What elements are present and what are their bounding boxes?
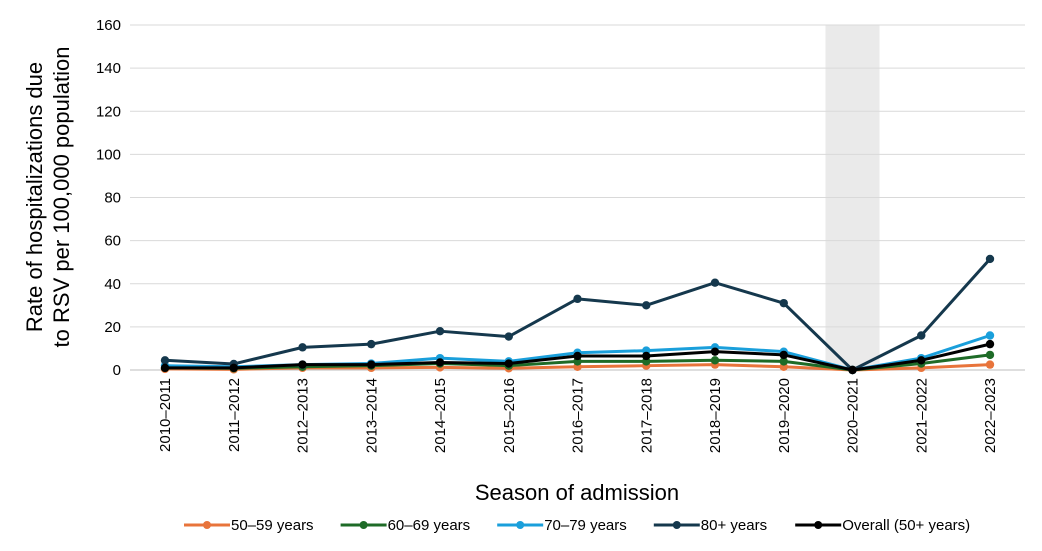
- data-point-80+ years-2021–2022: [917, 331, 926, 340]
- x-tick-label-2021–2022: 2021–2022: [913, 378, 930, 453]
- data-point-Overall (50+ years)-2020–2021: [848, 365, 857, 375]
- legend-label: 60–69 years: [388, 517, 471, 534]
- data-point-Overall (50+ years)-2021–2022: [917, 356, 926, 365]
- x-tick-label-2016–2017: 2016–2017: [570, 378, 587, 453]
- data-point-80+ years-2012–2013: [298, 343, 307, 352]
- data-point-60–69 years-2019–2020: [779, 357, 788, 366]
- y-tick-label-160: 160: [96, 17, 121, 34]
- y-tick-label-60: 60: [104, 233, 121, 250]
- legend-label: Overall (50+ years): [842, 517, 970, 534]
- x-tick-label-2011–2012: 2011–2012: [226, 378, 243, 452]
- data-point-80+ years-2019–2020: [779, 298, 788, 308]
- data-point-Overall (50+ years)-2015–2016: [504, 359, 513, 368]
- data-point-Overall (50+ years)-2016–2017: [573, 351, 582, 361]
- x-tick-label-2010–2011: 2010–2011: [157, 378, 174, 452]
- data-point-Overall (50+ years)-2012–2013: [298, 360, 307, 369]
- x-tick-label-2020–2021: 2020–2021: [845, 378, 862, 453]
- y-tick-label-100: 100: [96, 146, 121, 163]
- data-point-Overall (50+ years)-2014–2015: [435, 358, 445, 367]
- legend-swatch-marker: [814, 521, 823, 529]
- data-point-Overall (50+ years)-2022–2023: [985, 339, 995, 349]
- data-point-50–59 years-2022–2023: [985, 360, 995, 369]
- y-axis-ticks: 0 20 40 60 80 100 120 140 160: [96, 17, 121, 379]
- y-tick-label-80: 80: [104, 190, 121, 207]
- x-tick-label-2014–2015: 2014–2015: [432, 378, 449, 453]
- x-axis-title: Season of admission: [475, 480, 679, 505]
- data-point-70–79 years-2022–2023: [985, 331, 995, 340]
- legend-swatch-marker: [672, 521, 681, 529]
- legend-item-60–69 years: 60–69 years: [340, 517, 471, 534]
- data-point-Overall (50+ years)-2010–2011: [160, 363, 170, 373]
- y-tick-label-40: 40: [104, 276, 121, 293]
- y-axis-title-line-2: to RSV per 100,000 population: [49, 47, 74, 348]
- legend-swatch-marker: [516, 521, 525, 529]
- legend-item-Overall (50+ years): Overall (50+ years): [795, 517, 970, 534]
- data-point-80+ years-2022–2023: [985, 254, 995, 264]
- data-point-Overall (50+ years)-2017–2018: [642, 351, 651, 361]
- legend-label: 80+ years: [701, 517, 767, 534]
- y-tick-label-120: 120: [96, 103, 121, 120]
- gridlines: [130, 24, 1025, 371]
- x-tick-label-2019–2020: 2019–2020: [776, 378, 793, 453]
- data-point-80+ years-2015–2016: [504, 332, 513, 341]
- data-point-60–69 years-2022–2023: [985, 350, 995, 360]
- data-point-80+ years-2010–2011: [160, 356, 170, 365]
- data-point-80+ years-2017–2018: [642, 301, 651, 310]
- x-tick-label-2015–2016: 2015–2016: [501, 378, 518, 453]
- data-point-80+ years-2016–2017: [573, 294, 582, 304]
- data-point-80+ years-2014–2015: [435, 326, 445, 336]
- data-point-Overall (50+ years)-2013–2014: [367, 360, 376, 369]
- series-Overall (50+ years): [160, 339, 995, 375]
- data-point-80+ years-2013–2014: [367, 339, 376, 349]
- legend-label: 50–59 years: [231, 517, 314, 534]
- data-point-80+ years-2018–2019: [710, 278, 720, 287]
- legend: 50–59 years 60–69 years 70–79 years 80+ yea…: [184, 517, 970, 534]
- y-tick-label-140: 140: [96, 60, 121, 77]
- legend-label: 70–79 years: [544, 517, 627, 534]
- y-tick-label-20: 20: [104, 319, 121, 336]
- legend-item-50–59 years: 50–59 years: [184, 517, 314, 534]
- series-layer: [160, 254, 995, 375]
- data-point-60–69 years-2018–2019: [710, 356, 720, 365]
- legend-item-80+ years: 80+ years: [653, 517, 767, 534]
- x-tick-label-2017–2018: 2017–2018: [638, 378, 655, 453]
- data-point-Overall (50+ years)-2019–2020: [779, 350, 788, 360]
- x-tick-label-2013–2014: 2013–2014: [363, 378, 380, 453]
- y-axis-title-line-1: Rate of hospitalizations due: [22, 62, 47, 332]
- legend-swatch-marker: [359, 521, 368, 529]
- x-tick-label-2022–2023: 2022–2023: [982, 378, 999, 453]
- x-tick-label-2018–2019: 2018–2019: [707, 378, 724, 453]
- legend-swatch-marker: [203, 521, 211, 529]
- x-tick-label-2012–2013: 2012–2013: [295, 378, 312, 453]
- data-point-Overall (50+ years)-2018–2019: [710, 347, 720, 356]
- y-tick-label-0: 0: [113, 362, 121, 379]
- legend-item-70–79 years: 70–79 years: [497, 517, 627, 534]
- x-axis-ticks: 2010–2011 2011–2012 2012–2013 2013–2014 2014…: [157, 378, 999, 453]
- data-point-Overall (50+ years)-2011–2012: [229, 363, 238, 373]
